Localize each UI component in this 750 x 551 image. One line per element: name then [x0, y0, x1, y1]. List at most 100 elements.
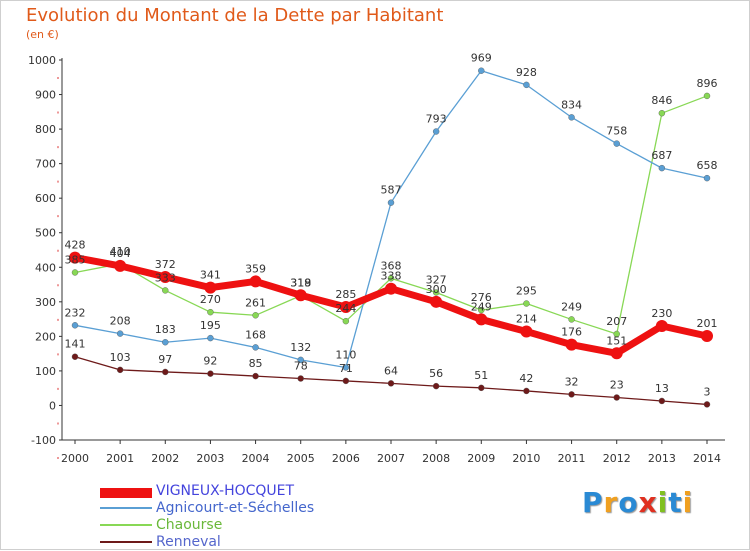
y-tick-label: 0 [49, 399, 56, 412]
data-point [162, 339, 169, 346]
data-label: 85 [249, 357, 263, 370]
legend-swatch [100, 524, 152, 526]
y-tick-label: 600 [35, 192, 56, 205]
data-label: 285 [335, 288, 356, 301]
data-point [613, 394, 620, 401]
data-point [207, 370, 214, 377]
data-point [568, 114, 575, 121]
data-label: 195 [200, 319, 221, 332]
x-tick-label: 2008 [422, 452, 450, 465]
data-label: 587 [381, 184, 402, 197]
data-point [523, 81, 530, 89]
data-point [703, 92, 711, 100]
data-point [610, 347, 623, 360]
data-label: 176 [561, 326, 582, 339]
data-label: 56 [429, 367, 443, 380]
data-label: 338 [381, 270, 402, 283]
data-label: 232 [65, 306, 86, 319]
data-label: 846 [651, 94, 672, 107]
logo-letter: t [668, 486, 683, 519]
data-point [162, 368, 169, 376]
x-tick-label: 2002 [151, 452, 179, 465]
data-point [613, 140, 620, 147]
x-tick-label: 2001 [106, 452, 134, 465]
data-point [523, 387, 530, 395]
legend-item: VIGNEUX-HOCQUET [100, 483, 360, 500]
data-point [252, 344, 259, 351]
legend-label: Renneval [156, 534, 221, 550]
data-point [613, 330, 620, 338]
data-point [387, 380, 395, 387]
legend-label: VIGNEUX-HOCQUET [156, 483, 295, 499]
data-point [565, 338, 578, 351]
data-label: 969 [471, 52, 492, 65]
data-point [71, 269, 79, 276]
data-label: 13 [655, 382, 669, 395]
data-label: 230 [651, 307, 672, 320]
data-point [432, 128, 440, 135]
data-point [71, 353, 79, 360]
data-point [478, 384, 485, 392]
data-label: 318 [290, 277, 311, 290]
data-point [523, 300, 530, 307]
y-tick-label: 1000 [28, 54, 56, 67]
data-label: 385 [65, 253, 86, 266]
legend-swatch [100, 541, 152, 543]
data-point [478, 306, 485, 314]
data-point [162, 287, 169, 294]
legend-item: Agnicourt-et-Séchelles [100, 500, 360, 517]
data-point [475, 313, 488, 326]
data-label: 359 [245, 262, 266, 275]
data-point [658, 164, 666, 172]
y-tick-label: 700 [35, 158, 56, 171]
data-point [297, 356, 304, 364]
data-point [252, 372, 259, 380]
data-point [69, 251, 81, 264]
data-label: 71 [339, 362, 353, 375]
data-label: 687 [651, 149, 672, 162]
data-point [703, 401, 711, 408]
y-tick-label: 200 [35, 330, 56, 343]
data-point [658, 109, 666, 117]
data-label: 207 [606, 315, 627, 328]
data-label: 23 [610, 379, 624, 392]
x-tick-label: 2011 [558, 452, 586, 465]
data-point [339, 301, 352, 313]
data-label: 368 [381, 259, 402, 272]
data-point [478, 67, 485, 74]
data-label: 3 [704, 385, 711, 398]
data-label: 208 [110, 315, 131, 328]
data-point [114, 259, 127, 272]
data-label: 249 [561, 300, 582, 313]
logo-letter: P [582, 486, 604, 519]
data-label: 928 [516, 66, 537, 79]
logo-letter: o [618, 486, 639, 519]
chart-legend: VIGNEUX-HOCQUET Agnicourt-et-Séchelles Cha… [100, 483, 360, 551]
data-point [432, 382, 440, 390]
data-point [432, 289, 440, 296]
legend-label: Chaourse [156, 517, 223, 533]
x-tick-label: 2004 [242, 452, 270, 465]
data-point [159, 270, 172, 283]
legend-swatch [100, 487, 152, 498]
chart-subtitle: (en €) [26, 28, 59, 41]
logo-letter: i [682, 486, 694, 519]
data-label: 896 [697, 77, 718, 90]
legend-label: Agnicourt-et-Séchelles [156, 500, 315, 516]
data-label: 168 [245, 328, 266, 341]
data-point [252, 312, 259, 319]
data-point [703, 174, 711, 182]
x-tick-label: 2007 [377, 452, 405, 465]
y-tick-label: 400 [35, 261, 56, 274]
data-label: 214 [516, 313, 537, 326]
data-label: 110 [335, 348, 356, 361]
data-point [568, 391, 575, 398]
data-point [701, 330, 713, 343]
data-label: 42 [519, 372, 533, 385]
data-label: 327 [426, 273, 447, 286]
data-point [387, 199, 395, 206]
data-point [342, 317, 350, 325]
data-label: 51 [474, 369, 488, 382]
data-label: 793 [426, 113, 447, 126]
